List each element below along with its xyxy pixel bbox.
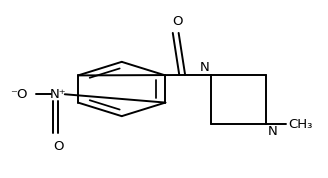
Text: O: O [53,140,64,153]
Text: N: N [200,61,210,74]
Text: ⁻O: ⁻O [10,88,28,101]
Text: N⁺: N⁺ [50,88,67,101]
Text: N: N [268,125,278,138]
Text: O: O [172,15,182,28]
Text: CH₃: CH₃ [289,117,313,130]
